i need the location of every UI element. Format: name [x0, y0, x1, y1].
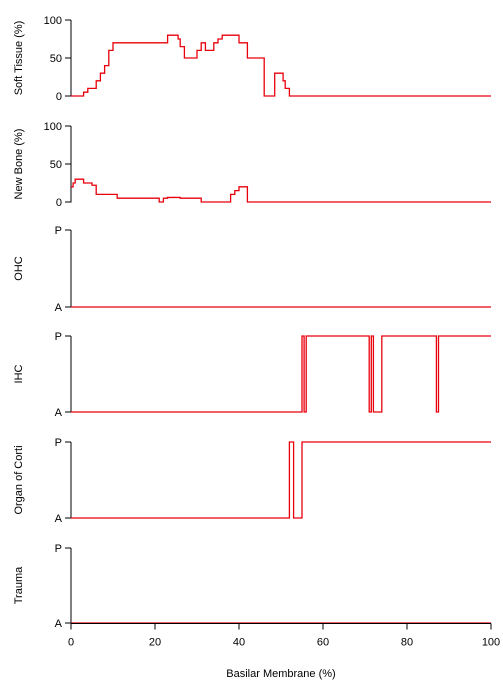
panel-organ-of-corti: A P Organ of Corti — [13, 437, 491, 525]
panel-trauma: A P Trauma 0 20 40 60 80 100 Basilar Membrane (%) — [13, 543, 500, 680]
y-axis-title: IHC — [13, 364, 25, 383]
y-tick-label: 100 — [44, 121, 62, 133]
series-line-soft-tissue — [71, 34, 491, 97]
y-tick-label: 50 — [50, 53, 62, 65]
y-tick-label: P — [55, 543, 62, 555]
y-tick-label: A — [55, 618, 63, 630]
panel-new-bone: 0 50 100 New Bone (%) — [13, 121, 491, 209]
y-axis-title: Organ of Corti — [13, 445, 25, 514]
x-tick-label: 60 — [317, 637, 329, 649]
y-tick-label: A — [55, 513, 63, 525]
panel-ohc: A P OHC — [13, 225, 491, 314]
panel-ihc: A P IHC — [13, 331, 491, 419]
series-line-ihc — [71, 335, 491, 413]
x-tick-label: 0 — [68, 637, 74, 649]
x-axis-title: Basilar Membrane (%) — [226, 668, 335, 680]
y-axis-title: Trauma — [13, 566, 25, 604]
y-axis-title: Soft Tissue (%) — [13, 21, 25, 96]
x-tick-label: 100 — [482, 637, 500, 649]
y-tick-label: 0 — [56, 91, 62, 103]
series-line-organ-of-corti — [71, 441, 491, 519]
y-axis-title: OHC — [13, 256, 25, 281]
y-axis-title: New Bone (%) — [13, 129, 25, 200]
y-tick-label: A — [55, 407, 63, 419]
y-tick-label: 50 — [50, 159, 62, 171]
y-tick-label: P — [55, 225, 62, 237]
x-tick-label: 40 — [233, 637, 245, 649]
panel-soft-tissue: 0 50 100 Soft Tissue (%) — [13, 15, 491, 103]
y-tick-label: 100 — [44, 15, 62, 27]
y-tick-label: P — [55, 331, 62, 343]
y-tick-label: P — [55, 437, 62, 449]
x-tick-label: 80 — [401, 637, 413, 649]
y-tick-label: 0 — [56, 197, 62, 209]
series-line-new-bone — [71, 178, 491, 203]
x-tick-label: 20 — [149, 637, 161, 649]
y-tick-label: A — [55, 302, 63, 314]
